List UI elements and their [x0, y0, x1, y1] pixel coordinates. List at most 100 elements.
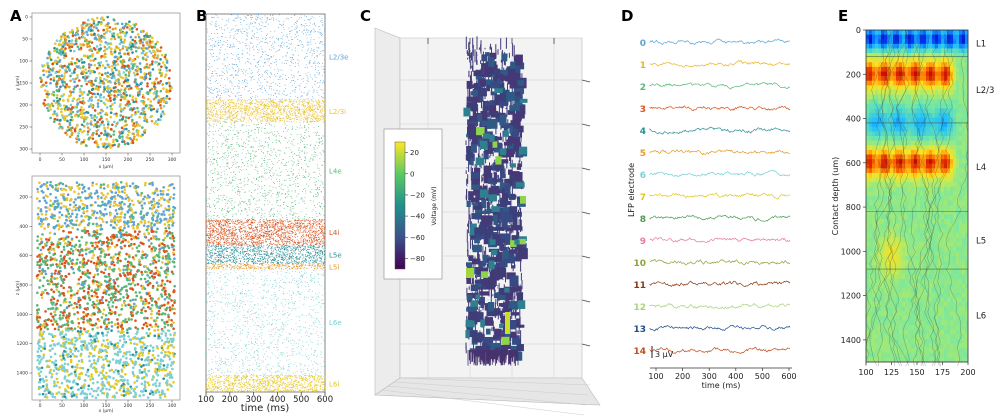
scatter-point: [80, 111, 83, 115]
scatter-point: [112, 35, 116, 38]
scatter-point: [172, 321, 175, 324]
scatter-point: [89, 334, 93, 338]
scatter-point: [162, 329, 165, 333]
scatter-point: [106, 85, 110, 88]
scatter-point: [161, 242, 164, 246]
scatter-point: [113, 221, 117, 224]
soma: [481, 54, 488, 62]
scatter-point: [137, 35, 141, 39]
heatmap-cell: [932, 62, 936, 68]
scatter-point: [66, 384, 69, 387]
scatter-point: [107, 65, 111, 68]
scatter-point: [170, 243, 174, 246]
scatter-point: [143, 221, 147, 225]
scatter-point: [124, 362, 128, 366]
scatter-point: [137, 134, 140, 137]
scatter-point: [71, 342, 74, 346]
scatter-point: [61, 51, 65, 54]
scatter-point: [111, 74, 115, 78]
scatter-point: [58, 386, 61, 389]
scatter-point: [90, 294, 94, 298]
scatter-point: [123, 273, 126, 277]
heatmap-cell: [941, 48, 945, 54]
scatter-point: [134, 362, 137, 366]
scatter-point: [56, 56, 60, 59]
scatter-point: [56, 299, 59, 302]
scatter-point: [104, 313, 108, 317]
scatter-point: [41, 268, 45, 271]
scatter-point: [119, 201, 122, 205]
scatter-point: [106, 185, 110, 188]
heatmap-cell: [923, 34, 927, 40]
scatter-point: [66, 355, 70, 359]
scatter-point: [168, 294, 172, 297]
scatter-point: [58, 260, 62, 263]
soma: [484, 101, 494, 106]
scatter-point: [151, 346, 155, 349]
scatter-point: [68, 187, 72, 191]
scatter-point: [56, 107, 60, 110]
scatter-point: [155, 370, 159, 374]
scatter-point: [82, 317, 86, 321]
scatter-point: [113, 76, 116, 79]
scatter-point: [39, 217, 43, 221]
scatter-point: [150, 119, 154, 123]
scatter-point: [138, 230, 141, 233]
scatter-point: [77, 131, 80, 135]
scatter-point: [56, 118, 59, 122]
y-tick-label: 100: [19, 59, 28, 65]
scatter-point: [159, 197, 163, 200]
soma: [471, 311, 478, 322]
scatter-point: [104, 357, 108, 361]
soma: [511, 265, 516, 269]
lfp-trace: [649, 126, 791, 135]
scatter-point: [144, 74, 148, 78]
scatter-point: [161, 193, 165, 196]
scatter-point: [76, 311, 80, 314]
scatter-point: [85, 209, 89, 213]
scatter-point: [146, 292, 150, 295]
scatter-point: [72, 200, 76, 204]
scatter-point: [88, 22, 91, 26]
scatter-point: [141, 390, 145, 393]
scatter-point: [79, 287, 82, 290]
scatter-point: [105, 59, 108, 63]
scatter-point: [136, 193, 140, 197]
scatter-point: [101, 212, 105, 216]
scatter-point: [57, 202, 60, 206]
scatter-point: [62, 229, 65, 233]
scatter-point: [124, 116, 128, 119]
scatter-point: [112, 120, 116, 124]
scatter-point: [103, 322, 106, 326]
soma: [473, 167, 481, 173]
scatter-point: [171, 367, 174, 371]
scatter-point: [148, 245, 151, 248]
heatmap-cell: [944, 57, 948, 63]
scatter-point: [67, 390, 70, 394]
heatmap-cell: [956, 62, 960, 68]
scatter-point: [101, 387, 104, 391]
scatter-point: [102, 101, 106, 105]
scatter-point: [110, 342, 113, 346]
scatter-point: [79, 330, 82, 334]
x-tick-label: 50: [59, 403, 65, 409]
heatmap-cell: [869, 53, 873, 58]
scatter-point: [83, 54, 87, 58]
scatter-point: [123, 320, 127, 324]
heatmap-cell: [923, 57, 927, 63]
scatter-point: [113, 323, 117, 326]
scatter-point: [58, 97, 62, 101]
soma-active: [469, 227, 475, 236]
scatter-point: [95, 130, 98, 133]
heatmap-cell: [869, 34, 873, 40]
scatter-point: [80, 340, 83, 343]
scatter-point: [50, 92, 54, 96]
scatter-point: [120, 22, 124, 26]
scatter-point: [50, 375, 54, 379]
scatter-point: [118, 48, 122, 52]
scatter-point: [108, 308, 112, 312]
scatter-point: [163, 392, 166, 396]
scatter-point: [117, 190, 121, 194]
scatter-point: [75, 213, 79, 216]
